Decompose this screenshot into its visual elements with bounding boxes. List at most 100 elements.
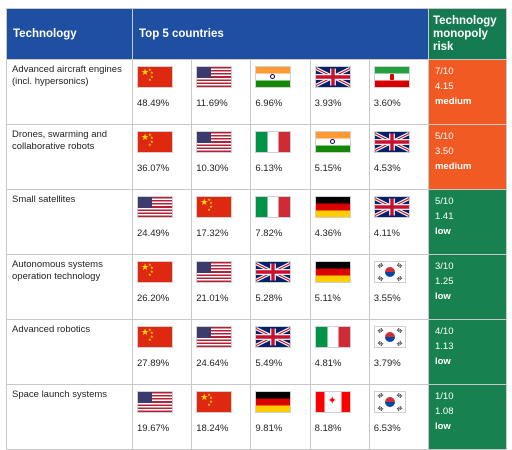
- risk-level: low: [434, 226, 451, 237]
- technology-name: Space launch systems: [6, 384, 133, 450]
- risk-score: 3/10: [434, 261, 454, 272]
- germany-flag-icon: [255, 391, 292, 413]
- country-cell: 6.13%: [250, 124, 311, 190]
- china-flag-icon: ★ ★ ★ ★ ★: [196, 196, 233, 218]
- country-share: 4.36%: [314, 228, 342, 239]
- country-share: 9.81%: [255, 423, 283, 434]
- table-row: Autonomous systems operation technology …: [6, 254, 507, 320]
- country-share: 3.60%: [373, 98, 401, 109]
- table-row: Drones, swarming and collaborative robot…: [6, 124, 507, 190]
- risk-cell: 1/10 1.08 low: [427, 384, 507, 450]
- uk-flag-icon: [373, 131, 410, 153]
- country-share: 4.53%: [373, 163, 401, 174]
- risk-score: 7/10: [434, 66, 454, 77]
- header-row: Technology Top 5 countries Technology mo…: [6, 8, 507, 60]
- risk-level: low: [434, 291, 451, 302]
- country-cell: 4.81%: [309, 319, 370, 385]
- country-cell: 21.01%: [191, 254, 252, 320]
- risk-cell: 5/10 1.41 low: [427, 189, 507, 255]
- country-cell: 7.82%: [250, 189, 311, 255]
- country-cell: 4.11%: [368, 189, 429, 255]
- risk-level: low: [434, 356, 451, 367]
- uk-flag-icon: [255, 326, 292, 348]
- country-cell: 6.53%: [368, 384, 429, 450]
- country-share: 6.96%: [255, 98, 283, 109]
- country-cell: 10.30%: [191, 124, 252, 190]
- country-share: 11.69%: [196, 98, 228, 109]
- country-cell: 5.49%: [250, 319, 311, 385]
- canada-flag-icon: ✦: [314, 391, 351, 413]
- country-cell: 3.79%: [368, 319, 429, 385]
- country-share: 8.18%: [314, 423, 342, 434]
- usa-flag-icon: [196, 66, 233, 88]
- risk-value: 1.41: [434, 211, 454, 222]
- country-share: 7.82%: [255, 228, 283, 239]
- country-cell: ★ ★ ★ ★ ★ 18.24%: [191, 384, 252, 450]
- south-korea-flag-icon: [373, 391, 406, 413]
- risk-cell: 4/10 1.13 low: [427, 319, 507, 385]
- country-share: 21.01%: [196, 293, 229, 304]
- country-share: 18.24%: [196, 423, 229, 434]
- technology-name: Advanced robotics: [6, 319, 133, 385]
- italy-flag-icon: [314, 326, 351, 348]
- risk-value: 4.15: [434, 81, 454, 92]
- country-share: 6.13%: [255, 163, 283, 174]
- italy-flag-icon: [255, 131, 292, 153]
- country-cell: 9.81%: [250, 384, 311, 450]
- china-flag-icon: ★ ★ ★ ★ ★: [196, 391, 233, 413]
- country-cell: ★ ★ ★ ★ ★ 27.89%: [131, 319, 193, 385]
- country-cell: 3.93%: [309, 59, 370, 125]
- uk-flag-icon: [373, 196, 410, 218]
- country-share: 3.93%: [314, 98, 342, 109]
- usa-flag-icon: [137, 196, 173, 218]
- country-cell: ✦ 8.18%: [309, 384, 370, 450]
- country-cell: ★ ★ ★ ★ ★ 17.32%: [191, 189, 252, 255]
- south-korea-flag-icon: [373, 326, 406, 348]
- technology-monopoly-table: Technology Top 5 countries Technology mo…: [6, 8, 507, 450]
- risk-score: 4/10: [434, 326, 454, 337]
- country-cell: 11.69%: [191, 59, 252, 125]
- china-flag-icon: ★ ★ ★ ★ ★: [137, 326, 173, 348]
- header-technology: Technology: [6, 8, 133, 60]
- table-row: Small satellites 24.49% ★ ★ ★ ★ ★ 17.32% 7.8…: [6, 189, 507, 255]
- india-flag-icon: [255, 66, 292, 88]
- technology-name: Advanced aircraft engines (incl. hyperso…: [6, 59, 133, 125]
- china-flag-icon: ★ ★ ★ ★ ★: [137, 261, 173, 283]
- usa-flag-icon: [196, 326, 233, 348]
- country-share: 26.20%: [137, 293, 170, 304]
- india-flag-icon: [314, 131, 351, 153]
- country-share: 4.11%: [373, 228, 400, 239]
- risk-value: 1.25: [434, 276, 454, 287]
- header-top-countries: Top 5 countries: [132, 8, 429, 60]
- risk-score: 5/10: [434, 196, 454, 207]
- country-cell: 24.49%: [131, 189, 193, 255]
- country-share: 3.55%: [373, 293, 401, 304]
- uk-flag-icon: [255, 261, 292, 283]
- country-cell: ★ ★ ★ ★ ★ 48.49%: [131, 59, 193, 125]
- iran-flag-icon: [373, 66, 410, 88]
- country-share: 4.81%: [314, 358, 342, 369]
- country-cell: 6.96%: [250, 59, 311, 125]
- technology-name: Small satellites: [6, 189, 133, 255]
- china-flag-icon: ★ ★ ★ ★ ★: [137, 131, 173, 153]
- risk-cell: 7/10 4.15 medium: [427, 59, 507, 125]
- country-share: 19.67%: [137, 423, 170, 434]
- usa-flag-icon: [196, 261, 233, 283]
- risk-cell: 5/10 3.50 medium: [427, 124, 507, 190]
- country-share: 5.28%: [255, 293, 283, 304]
- technology-name: Drones, swarming and collaborative robot…: [6, 124, 133, 190]
- country-share: 3.79%: [373, 358, 401, 369]
- china-flag-icon: ★ ★ ★ ★ ★: [137, 66, 173, 88]
- country-cell: 3.55%: [368, 254, 429, 320]
- country-share: 36.07%: [137, 163, 170, 174]
- risk-score: 1/10: [434, 391, 454, 402]
- technology-name: Autonomous systems operation technology: [6, 254, 133, 320]
- country-share: 6.53%: [373, 423, 401, 434]
- risk-value: 1.13: [434, 341, 454, 352]
- country-cell: 4.53%: [368, 124, 429, 190]
- country-share: 24.49%: [137, 228, 170, 239]
- country-share: 10.30%: [196, 163, 229, 174]
- page: Technology Top 5 countries Technology mo…: [6, 8, 507, 450]
- italy-flag-icon: [255, 196, 292, 218]
- country-cell: 24.64%: [191, 319, 252, 385]
